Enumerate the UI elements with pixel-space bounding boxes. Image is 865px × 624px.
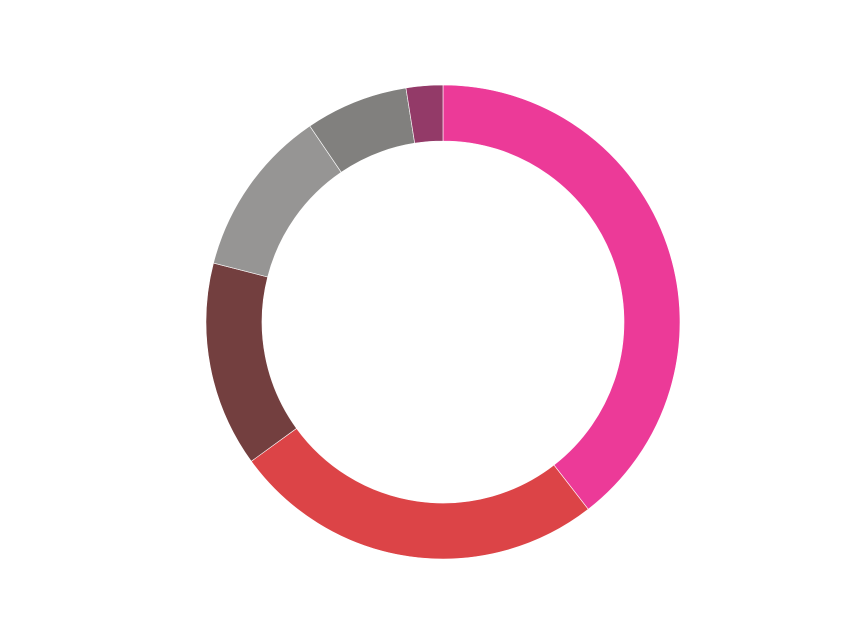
donut-slice-1[interactable] — [442, 84, 681, 510]
donut-slice-4[interactable] — [213, 125, 342, 278]
donut-slice-2[interactable] — [250, 427, 589, 560]
donut-slice-3[interactable] — [205, 262, 297, 462]
donut-slice-6[interactable] — [405, 84, 444, 144]
